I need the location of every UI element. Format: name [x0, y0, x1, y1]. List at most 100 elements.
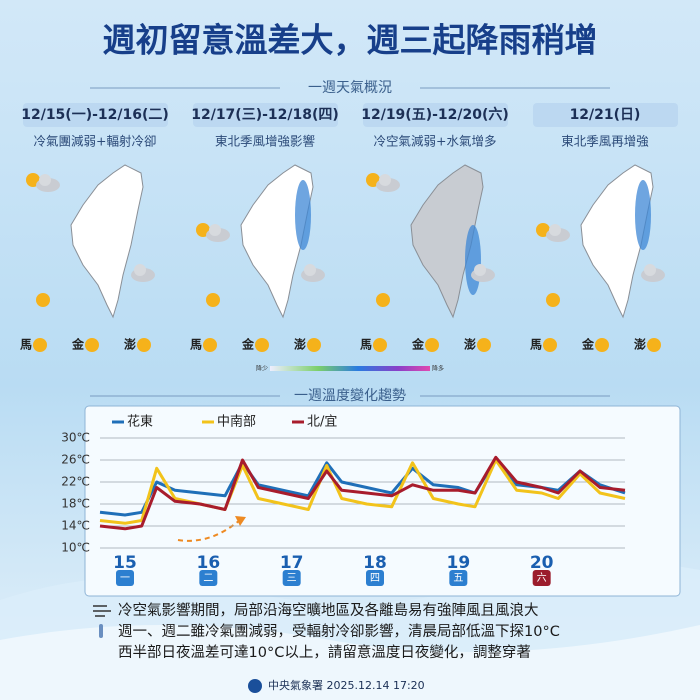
taiwan-map [70, 164, 144, 319]
island-label: 馬 [20, 338, 32, 352]
note: 週一、週二雖冷氣團減弱，受輻射冷卻影響，清晨局部低溫下探10°C [118, 622, 560, 640]
wave [0, 625, 700, 700]
sun-icon [543, 338, 557, 352]
date-box [533, 103, 678, 127]
x-tick-label: 18 [363, 553, 387, 573]
x-tick-label: 17 [280, 553, 304, 573]
weekday-box [366, 570, 384, 586]
rain-area [295, 180, 311, 250]
island-label: 馬 [530, 338, 542, 352]
y-tick-label: 18℃ [61, 497, 90, 511]
note: 西半部日夜溫差可達10°C以上，請留意溫度日夜變化，調整穿著 [118, 643, 531, 661]
date: 12/17(三)-12/18(四) [191, 107, 339, 123]
rain-scale-label: 降少 [256, 365, 268, 373]
sun-icon [477, 338, 491, 352]
weekday-box [449, 570, 468, 586]
description: 冷氣團減弱+輻射冷卻 [34, 134, 157, 149]
island-label: 澎 [464, 337, 476, 352]
date: 12/21(日) [570, 107, 641, 123]
weekday-box [199, 570, 218, 586]
series-line [99, 458, 626, 525]
island-label: 馬 [360, 338, 372, 352]
weekday-label: 六 [537, 572, 547, 584]
sun-icon [373, 338, 387, 352]
rain-scale-label: 降多 [432, 365, 444, 373]
rain-area [635, 180, 651, 250]
x-tick-label: 19 [446, 553, 470, 573]
sun-icon [425, 338, 439, 352]
cloud-icon [304, 264, 316, 276]
weekday-box [282, 570, 301, 586]
cloud-icon [474, 264, 486, 276]
island-label: 金 [71, 337, 85, 352]
y-tick-label: 30℃ [61, 431, 90, 445]
island-label: 金 [581, 337, 595, 352]
legend-label: 北/宜 [307, 415, 337, 430]
sun-icon [595, 338, 609, 352]
sun-icon [36, 293, 50, 307]
island-label: 馬 [190, 338, 202, 352]
trend-arrow [177, 519, 241, 542]
sun-icon [206, 293, 220, 307]
section-heading: 一週天氣概況 [308, 80, 392, 96]
y-tick-label: 26℃ [61, 453, 90, 467]
date-box [193, 103, 338, 127]
sun-icon [33, 338, 47, 352]
sun-icon [376, 293, 390, 307]
rain-scale [270, 366, 430, 371]
x-tick-label: 16 [196, 553, 220, 573]
x-tick-label: 15 [113, 553, 137, 573]
y-tick-label: 22℃ [61, 475, 90, 489]
weekday-label: 二 [203, 573, 213, 584]
section-heading: 一週溫度變化趨勢 [294, 388, 406, 404]
footer: 中央氣象署 2025.12.14 17:20 [268, 678, 425, 692]
island-label: 澎 [634, 337, 646, 352]
island-label: 金 [411, 337, 425, 352]
trend-arrow-head [235, 516, 246, 526]
island-label: 澎 [124, 337, 136, 352]
island-label: 金 [241, 337, 255, 352]
sun-icon [546, 293, 560, 307]
date: 12/19(五)-12/20(六) [361, 106, 509, 123]
cloud-icon [39, 174, 51, 186]
date-box [23, 103, 168, 127]
legend-label: 中南部 [217, 414, 256, 430]
weekday-label: 三 [287, 573, 297, 584]
logo [248, 679, 262, 693]
weekday-box [116, 570, 134, 586]
x-tick-label: 20 [530, 553, 554, 573]
weekday-box [532, 570, 551, 586]
cloud-icon [134, 264, 146, 276]
sun-icon [137, 338, 151, 352]
thermometer-icon [99, 624, 103, 638]
date: 12/15(一)-12/16(二) [21, 107, 169, 123]
y-tick-label: 14℃ [61, 519, 90, 533]
weekday-label: 五 [453, 573, 463, 584]
y-tick-label: 10℃ [61, 541, 90, 555]
date-box [363, 103, 508, 127]
sun-icon [85, 338, 99, 352]
note: 冷空氣影響期間，局部沿海空曠地區及各離島易有強陣風且風浪大 [118, 601, 539, 619]
sun-icon [647, 338, 661, 352]
taiwan-map [410, 164, 484, 319]
description: 東北季風增強影響 [215, 134, 315, 149]
title: 週初留意溫差大，週三起降雨稍增 [103, 21, 598, 60]
legend-label: 花東 [127, 414, 153, 430]
chart-frame [84, 405, 681, 597]
sun-icon [203, 338, 217, 352]
description: 東北季風再增強 [561, 134, 649, 149]
weekday-label: 一 [120, 573, 130, 584]
cloud-icon [379, 174, 391, 186]
sun-icon [255, 338, 269, 352]
description: 冷空氣減弱+水氣增多 [374, 134, 497, 149]
weekday-label: 四 [370, 573, 380, 584]
island-label: 澎 [294, 337, 306, 352]
cloud-icon [644, 264, 656, 276]
rain-area [465, 225, 481, 295]
cloud-icon [549, 224, 561, 236]
sun-icon [307, 338, 321, 352]
cloud-icon [209, 224, 221, 236]
series-line [99, 455, 626, 531]
wind-icon [93, 605, 111, 617]
